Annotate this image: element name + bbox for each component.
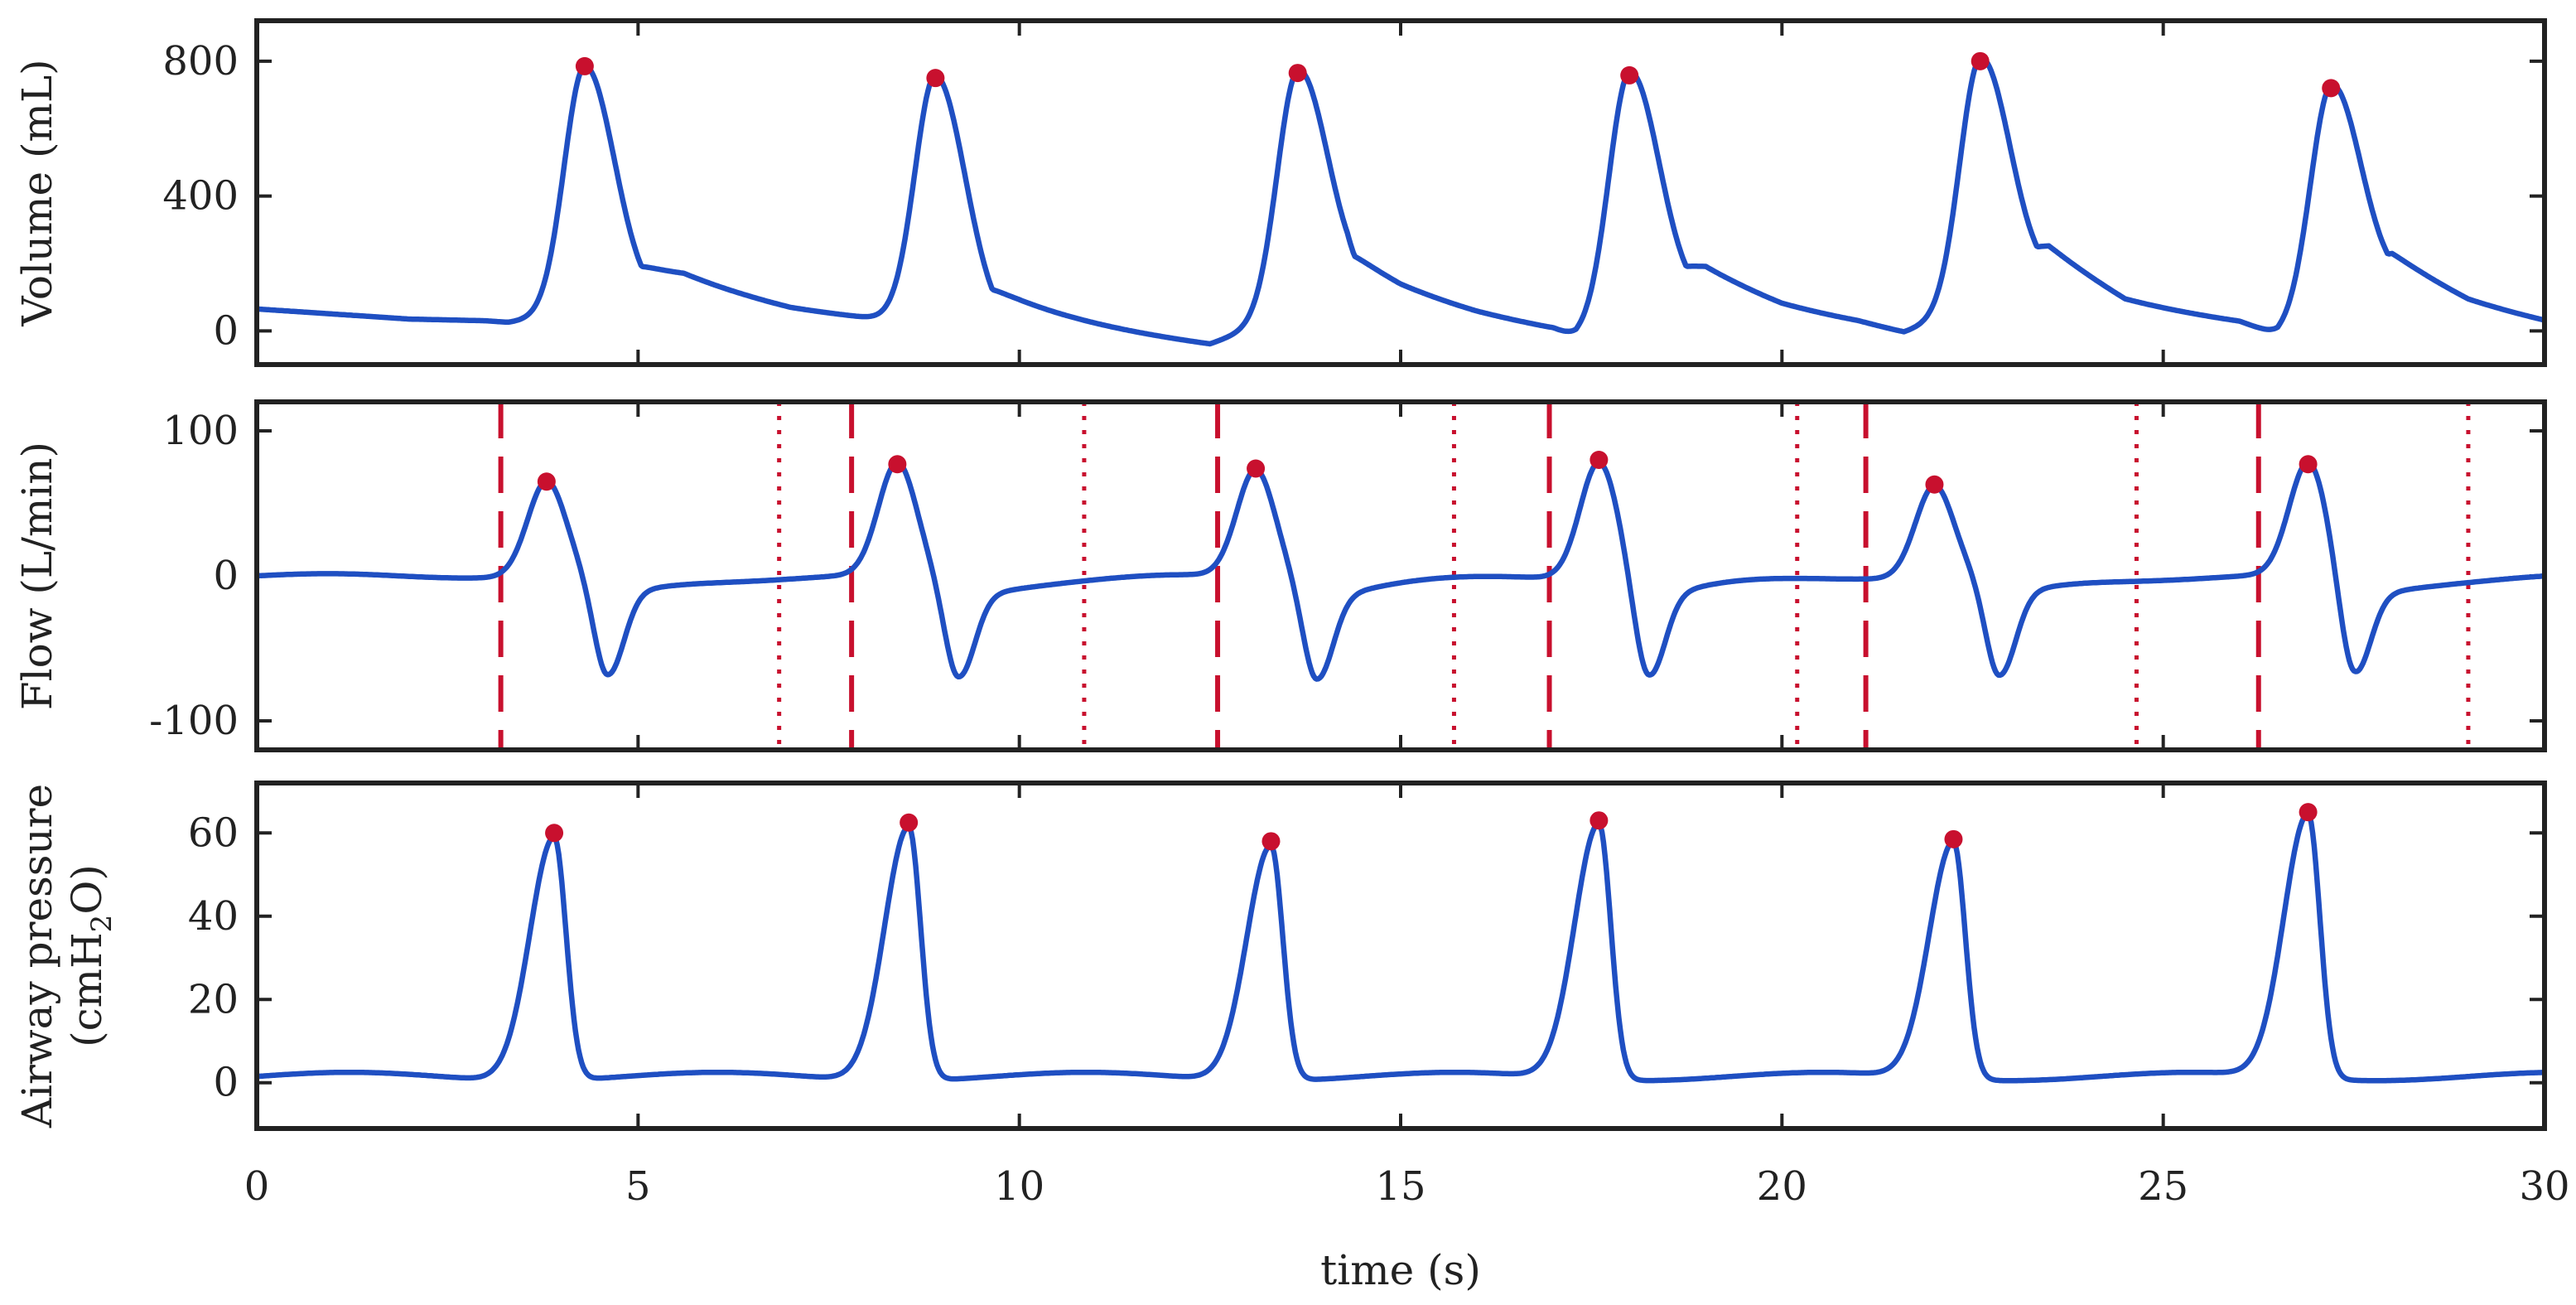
y-tick-label: 800 [162, 38, 239, 85]
pressure-peak-marker [900, 813, 919, 832]
pressure-peak-marker [1261, 832, 1281, 851]
flow-peak-marker [1247, 459, 1266, 478]
volume-trace [257, 56, 2545, 347]
y-tick-label: 20 [188, 976, 239, 1022]
x-tick-label: 5 [625, 1163, 651, 1210]
volume-peak-marker [575, 56, 594, 75]
pressure-axes-frame [254, 781, 2547, 1131]
volume-peak-marker [926, 69, 945, 88]
pressure-panel: 0 20 40 60 Airway pressure (cmH2O) [13, 781, 2547, 1131]
flow-peak-marker [1589, 451, 1609, 469]
y-tick-label: 60 [188, 810, 239, 856]
y-tick-label: -100 [149, 698, 239, 744]
flow-peak-marker [2299, 455, 2318, 474]
x-axis-title: time (s) [1320, 1246, 1481, 1294]
flow-peak-marker [888, 455, 907, 474]
x-tick-label: 20 [1757, 1163, 1807, 1210]
flow-axes-frame [254, 399, 2547, 752]
y-tick-label: 400 [162, 173, 239, 220]
pressure-trace [257, 810, 2545, 1084]
pressure-peak-marker [545, 824, 564, 843]
volume-y-axis-title: Volume (mL) [13, 59, 61, 326]
pressure-peak-marker [2299, 803, 2318, 822]
pressure-y-axis-title-line2: (cmH2O) [63, 864, 118, 1047]
x-tick-label: 30 [2519, 1163, 2569, 1210]
flow-peak-marker [537, 472, 556, 491]
y-tick-label: 0 [213, 1060, 239, 1106]
pressure-peak-marker [1589, 811, 1609, 830]
volume-peak-marker [1288, 64, 1307, 83]
volume-peak-marker [2322, 79, 2341, 98]
x-tick-label: 25 [2138, 1163, 2188, 1210]
volume-axes-frame [254, 18, 2547, 367]
flow-peak-marker [1925, 475, 1944, 494]
pressure-y-axis-title-line1: Airway pressure [13, 784, 61, 1129]
x-tick-label: 0 [244, 1163, 270, 1210]
x-tick-label: 10 [994, 1163, 1044, 1210]
flow-y-axis-title: Flow (L/min) [13, 442, 61, 710]
flow-trace [257, 459, 2545, 682]
volume-panel: 0 400 800 Volume (mL) [13, 18, 2547, 367]
y-tick-label: 100 [162, 408, 239, 454]
x-tick-label: 15 [1375, 1163, 1425, 1210]
y-tick-label: 40 [188, 893, 239, 940]
volume-peak-marker [1620, 65, 1639, 85]
flow-panel: -100 0 100 Flow (L/min) [13, 399, 2547, 752]
y-tick-label: 0 [213, 307, 239, 354]
pressure-peak-marker [1944, 829, 1963, 848]
y-tick-label: 0 [213, 553, 239, 599]
time-axis: 0 5 10 15 20 25 30 [244, 1163, 2570, 1210]
volume-peak-marker [1971, 51, 1990, 70]
